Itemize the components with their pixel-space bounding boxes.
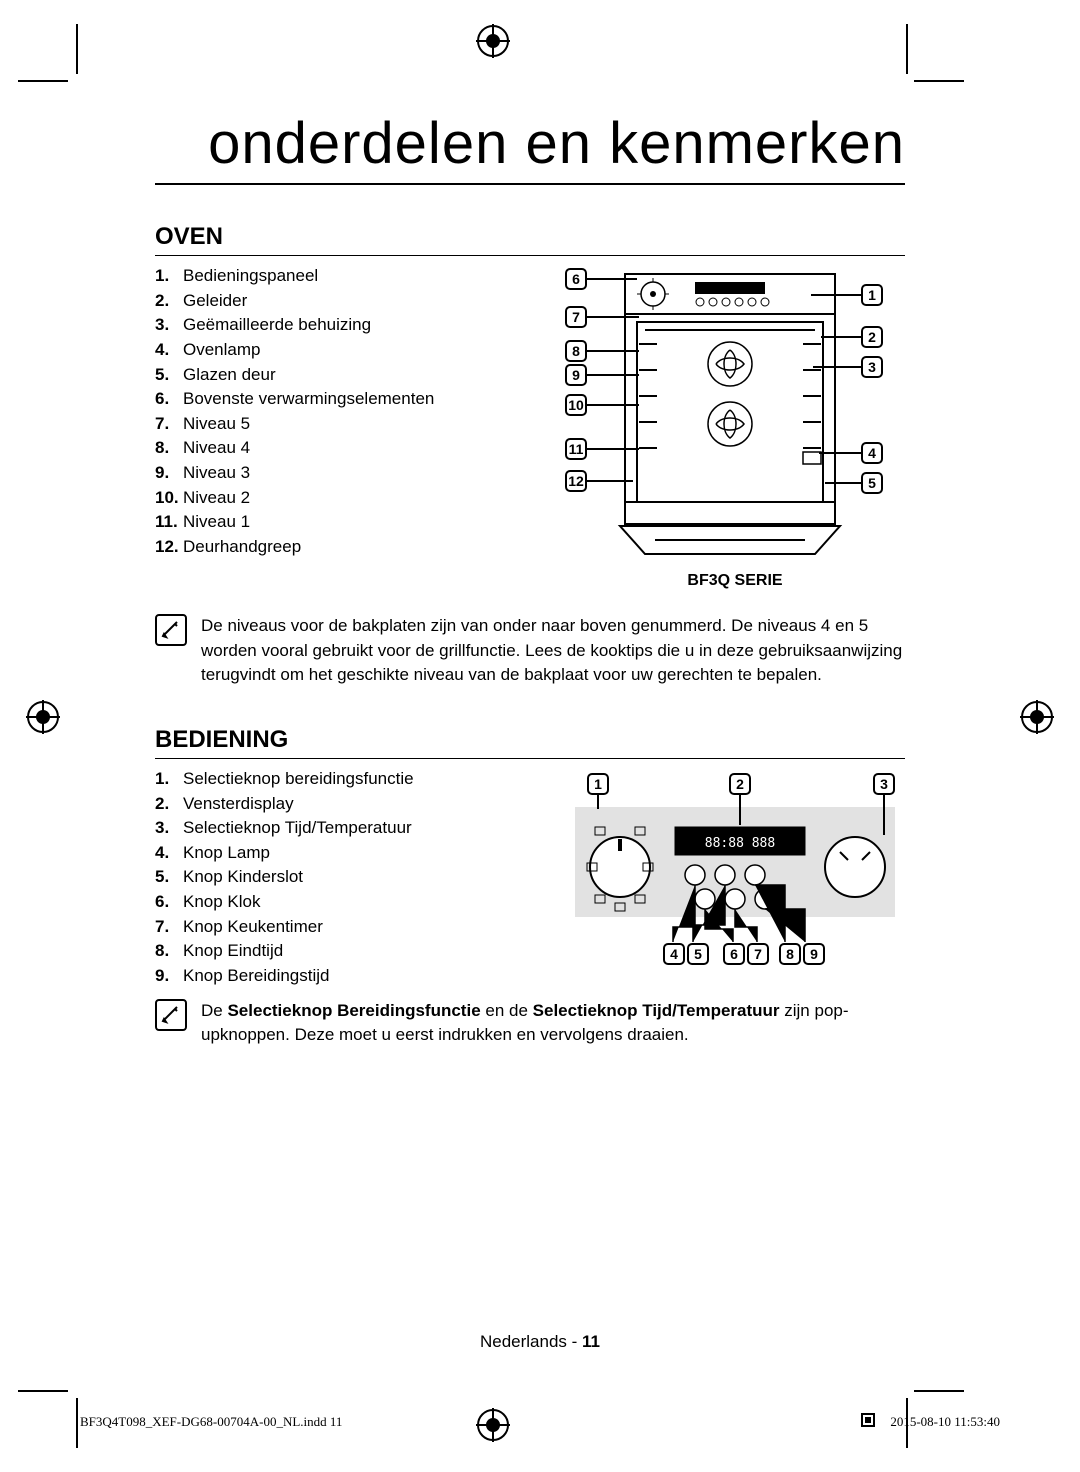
page-title: onderdelen en kenmerken (155, 110, 905, 185)
list-item: 7.Knop Keukentimer (155, 915, 555, 940)
list-item: 3.Selectieknop Tijd/Temperatuur (155, 816, 555, 841)
list-item: 2.Geleider (155, 289, 555, 314)
list-item: 10.Niveau 2 (155, 486, 555, 511)
section-heading-oven: OVEN (155, 223, 905, 256)
list-item: 11.Niveau 1 (155, 510, 555, 535)
bediening-note: De Selectieknop Bereidingsfunctie en de … (201, 999, 905, 1048)
control-panel-diagram: 88:88 888 (565, 767, 905, 977)
oven-callout-8: 8 (565, 340, 587, 362)
oven-callout-5: 5 (861, 472, 883, 494)
list-item: 3.Geëmailleerde behuizing (155, 313, 555, 338)
ctrl-callout-5: 5 (687, 943, 709, 965)
oven-callout-11: 11 (565, 438, 587, 460)
oven-callout-9: 9 (565, 364, 587, 386)
oven-diagram: 6 7 8 9 10 11 12 1 2 3 (565, 264, 905, 564)
oven-parts-list: 1.Bedieningspaneel2.Geleider3.Geëmaillee… (155, 264, 555, 560)
list-item: 1.Selectieknop bereidingsfunctie (155, 767, 555, 792)
list-item: 5.Glazen deur (155, 363, 555, 388)
oven-callout-7: 7 (565, 306, 587, 328)
footer-metadata: BF3Q4T098_XEF-DG68-00704A-00_NL.indd 11 … (80, 1412, 1000, 1432)
oven-callout-2: 2 (861, 326, 883, 348)
oven-caption: BF3Q SERIE (565, 572, 905, 590)
oven-note: De niveaus voor de bakplaten zijn van on… (201, 614, 905, 688)
ctrl-callout-9: 9 (803, 943, 825, 965)
list-item: 6.Knop Klok (155, 890, 555, 915)
list-item: 6.Bovenste verwarmingselementen (155, 387, 555, 412)
ctrl-callout-1: 1 (587, 773, 609, 795)
ctrl-callout-7: 7 (747, 943, 769, 965)
section-heading-bediening: BEDIENING (155, 726, 905, 759)
list-item: 2.Vensterdisplay (155, 792, 555, 817)
list-item: 9.Niveau 3 (155, 461, 555, 486)
list-item: 8.Knop Eindtijd (155, 939, 555, 964)
list-item: 12.Deurhandgreep (155, 535, 555, 560)
note-icon (155, 999, 187, 1031)
oven-callout-10: 10 (565, 394, 587, 416)
list-item: 4.Knop Lamp (155, 841, 555, 866)
ctrl-callout-6: 6 (723, 943, 745, 965)
ctrl-callout-3: 3 (873, 773, 895, 795)
page-content: onderdelen en kenmerken OVEN 1.Bediening… (155, 110, 905, 1048)
list-item: 8.Niveau 4 (155, 436, 555, 461)
oven-callout-1: 1 (861, 284, 883, 306)
page-footer: Nederlands - 11 (0, 1332, 1080, 1352)
oven-callout-4: 4 (861, 442, 883, 464)
oven-callout-3: 3 (861, 356, 883, 378)
list-item: 4.Ovenlamp (155, 338, 555, 363)
svg-text:88:88 888: 88:88 888 (705, 836, 775, 851)
list-item: 7.Niveau 5 (155, 412, 555, 437)
note-icon (155, 614, 187, 646)
ctrl-callout-2: 2 (729, 773, 751, 795)
doc-id: BF3Q4T098_XEF-DG68-00704A-00_NL.indd 11 (80, 1414, 342, 1430)
bediening-parts-list: 1.Selectieknop bereidingsfunctie2.Venste… (155, 767, 555, 989)
list-item: 9.Knop Bereidingstijd (155, 964, 555, 989)
oven-callout-6: 6 (565, 268, 587, 290)
ctrl-callout-4: 4 (663, 943, 685, 965)
list-item: 1.Bedieningspaneel (155, 264, 555, 289)
footer-datetime: 2015-08-10 11:53:40 (890, 1414, 1000, 1430)
oven-callout-12: 12 (565, 470, 587, 492)
list-item: 5.Knop Kinderslot (155, 865, 555, 890)
ctrl-callout-8: 8 (779, 943, 801, 965)
clock-icon (860, 1412, 876, 1432)
